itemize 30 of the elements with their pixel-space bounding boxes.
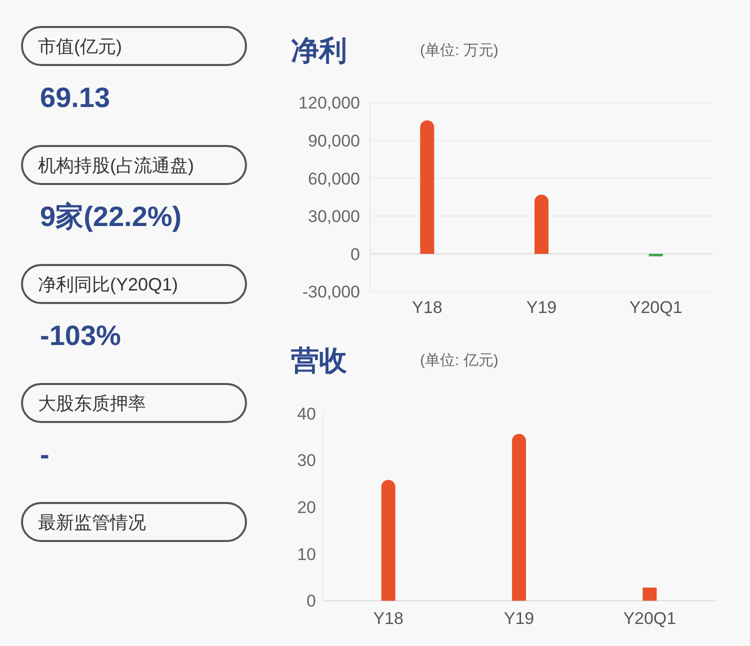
x-tick-label: Y20Q1 (629, 298, 682, 317)
y-tick-label: 10 (297, 544, 316, 564)
text: - (40, 439, 50, 470)
x-tick-label: Y20Q1 (623, 609, 676, 628)
text: -103% (40, 320, 122, 351)
text: 最新监管情况 (38, 512, 146, 532)
y-tick-label: -30,000 (302, 282, 360, 302)
y-tick-label: 20 (297, 498, 316, 517)
y-tick-label: 30,000 (308, 207, 360, 226)
chart-subtitle: (单位: 万元) (420, 42, 498, 59)
text: 机构持股(占流通盘) (38, 156, 194, 176)
text: 市值(亿元) (38, 36, 122, 56)
y-tick-label: 0 (350, 244, 360, 264)
y-tick-label: 90,000 (308, 131, 360, 150)
y-tick-label: 40 (297, 404, 316, 424)
y-tick-label: 60,000 (308, 169, 360, 188)
chart-title: 营收 (290, 345, 348, 376)
text: 69.13 (40, 82, 110, 113)
x-tick-label: Y19 (504, 609, 534, 628)
text: 9家(22.2%) (40, 201, 182, 232)
y-tick-label: 120,000 (298, 94, 360, 113)
chart-subtitle: (单位: 亿元) (420, 352, 498, 369)
text: 净利同比(Y20Q1) (38, 274, 178, 294)
x-tick-label: Y19 (526, 298, 557, 317)
chart-title: 净利 (291, 35, 347, 66)
x-tick-label: Y18 (373, 609, 404, 628)
text: 大股东质押率 (38, 394, 146, 414)
y-tick-label: 0 (306, 592, 316, 611)
y-tick-label: 30 (297, 451, 316, 470)
x-tick-label: Y18 (412, 298, 442, 317)
